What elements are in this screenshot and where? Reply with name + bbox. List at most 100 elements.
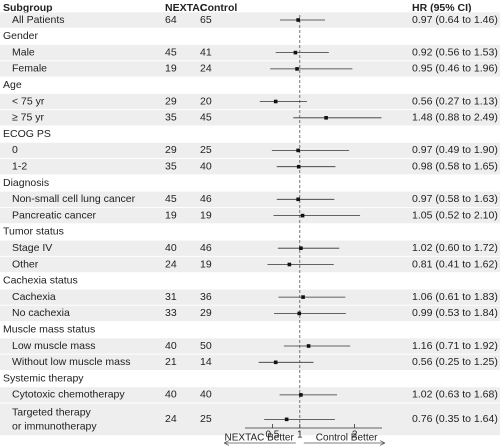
row-label: ≥ 75 yr (12, 112, 45, 124)
hr-marker (296, 148, 300, 153)
column-header: NEXTAC (165, 2, 208, 14)
hr-label: 0.92 (0.56 to 1.53) (412, 46, 498, 58)
nextac-n: 35 (165, 160, 177, 172)
group-label: Systemic therapy (3, 372, 84, 384)
nextac-n: 45 (165, 46, 177, 58)
hr-label: 0.76 (0.35 to 1.64) (412, 413, 498, 425)
row-band (0, 159, 500, 175)
control-n: 20 (200, 95, 212, 107)
control-n: 25 (200, 144, 212, 156)
group-label: Diagnosis (3, 177, 49, 189)
nextac-n: 40 (165, 242, 177, 254)
row-label: No cachexia (12, 307, 70, 319)
row-label: Male (12, 46, 35, 58)
row-label: Low muscle mass (12, 340, 95, 352)
row-band (0, 354, 500, 370)
control-n: 50 (200, 340, 212, 352)
x-tick-label: 1 (297, 430, 303, 441)
row-label: Pancreatic cancer (12, 209, 97, 221)
row-band (0, 191, 500, 207)
row-label: Other (12, 258, 39, 270)
row-label: All Patients (12, 14, 65, 26)
row-label: Female (12, 63, 47, 75)
nextac-n: 35 (165, 112, 177, 124)
nextac-n: 19 (165, 209, 177, 221)
hr-label: 0.97 (0.49 to 1.90) (412, 144, 498, 156)
control-n: 45 (200, 112, 212, 124)
row-label: Without low muscle mass (12, 356, 130, 368)
row-band (0, 256, 500, 273)
nextac-n: 24 (165, 413, 177, 425)
control-n: 29 (200, 307, 212, 319)
hr-marker (299, 246, 303, 250)
nextac-n: 24 (165, 258, 177, 270)
hr-marker (273, 360, 278, 365)
group-label: Gender (3, 30, 39, 42)
hr-label: 0.97 (0.58 to 1.63) (412, 193, 498, 205)
group-label: Tumor status (3, 226, 64, 238)
hr-marker (296, 197, 300, 202)
hr-label: 1.02 (0.60 to 1.72) (412, 242, 498, 254)
row-band (0, 403, 500, 436)
hr-label: 1.02 (0.63 to 1.68) (412, 389, 498, 401)
row-band (0, 93, 500, 110)
hr-label: 0.98 (0.58 to 1.65) (412, 160, 498, 172)
row-band (0, 338, 500, 354)
hr-marker (299, 393, 303, 397)
hr-marker (273, 99, 278, 104)
row-band (0, 12, 500, 28)
row-band (0, 207, 500, 224)
row-band (0, 61, 500, 77)
nextac-n: 31 (165, 291, 177, 303)
nextac-n: 29 (165, 144, 177, 156)
group-label: Muscle mass status (3, 323, 95, 335)
hr-label: 1.05 (0.52 to 2.10) (412, 209, 498, 221)
row-band (0, 305, 500, 322)
hr-label: 0.56 (0.25 to 1.25) (412, 356, 498, 368)
row-label: Targeted therapy or immunotherapy (12, 406, 97, 432)
hr-label: 1.16 (0.71 to 1.92) (412, 340, 498, 352)
hr-marker (297, 311, 302, 316)
nextac-n: 19 (165, 63, 177, 75)
control-n: 19 (200, 258, 212, 270)
control-n: 14 (200, 356, 212, 368)
nextac-n: 45 (165, 193, 177, 205)
control-n: 65 (200, 14, 212, 26)
control-n: 46 (200, 193, 212, 205)
hr-marker (324, 116, 328, 120)
x-tick-label: 2 (352, 430, 358, 441)
control-n: 24 (200, 63, 212, 75)
group-label: Age (3, 79, 22, 91)
control-n: 46 (200, 242, 212, 254)
row-band (0, 240, 500, 256)
hr-marker (300, 213, 305, 218)
hr-label: 1.48 (0.88 to 2.49) (412, 112, 498, 124)
control-n: 41 (200, 46, 212, 58)
row-band (0, 44, 500, 61)
group-label: Cachexia status (3, 275, 78, 287)
row-label: Non-small cell lung cancer (12, 193, 136, 205)
hr-marker (306, 344, 311, 348)
hr-marker (296, 18, 300, 22)
group-label: ECOG PS (3, 128, 51, 140)
row-label: Stage IV (12, 242, 52, 254)
row-band (0, 110, 500, 126)
hr-marker (296, 164, 301, 169)
hr-marker (287, 262, 292, 267)
plot: 0.5 1 2 NEXTAC Better Control Better (225, 15, 384, 444)
hr-marker (293, 50, 298, 55)
row-label: Cytotoxic chemotherapy (12, 389, 125, 401)
control-n: 25 (200, 413, 212, 425)
nextac-n: 29 (165, 95, 177, 107)
nextac-n: 40 (165, 389, 177, 401)
hr-label: 0.95 (0.46 to 1.96) (412, 63, 498, 75)
hr-label: 1.06 (0.61 to 1.83) (412, 291, 498, 303)
nextac-n: 40 (165, 340, 177, 352)
nextac-n: 21 (165, 356, 177, 368)
control-n: 40 (200, 160, 212, 172)
hr-marker (295, 67, 299, 71)
row-label: 1-2 (12, 160, 27, 172)
row-label: Cachexia (12, 291, 56, 303)
hr-label: 0.97 (0.64 to 1.46) (412, 14, 498, 26)
